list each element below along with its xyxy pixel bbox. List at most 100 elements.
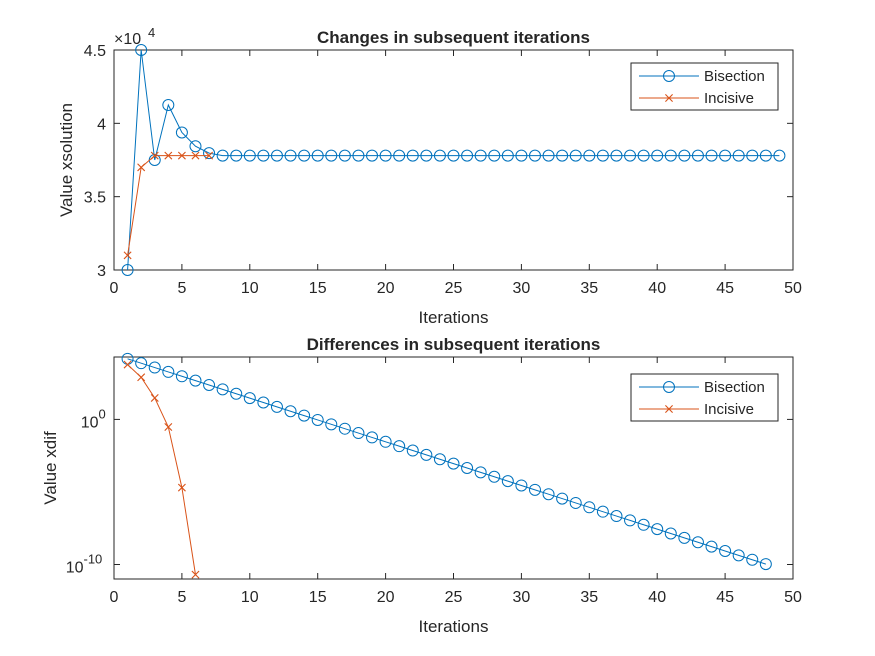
y-tick-label: 10 bbox=[81, 414, 99, 431]
data-point bbox=[501, 475, 514, 488]
data-point bbox=[596, 505, 609, 518]
series-incisive bbox=[123, 151, 214, 260]
series-line bbox=[127, 49, 780, 271]
data-point bbox=[311, 413, 324, 426]
data-point bbox=[243, 392, 256, 405]
data-point bbox=[177, 151, 186, 160]
data-point bbox=[123, 360, 132, 369]
data-point bbox=[488, 470, 501, 483]
data-point bbox=[123, 251, 132, 260]
data-point bbox=[515, 149, 528, 162]
data-point bbox=[175, 126, 188, 139]
data-point bbox=[379, 435, 392, 448]
data-point bbox=[257, 396, 270, 409]
data-point bbox=[257, 149, 270, 162]
data-point bbox=[243, 149, 256, 162]
data-point bbox=[637, 518, 650, 531]
data-point bbox=[352, 427, 365, 440]
data-point bbox=[447, 149, 460, 162]
x-tick-label: 45 bbox=[716, 589, 734, 606]
chart-title: Differences in subsequent iterations bbox=[307, 335, 601, 354]
data-point bbox=[705, 149, 718, 162]
data-point bbox=[420, 149, 433, 162]
data-point bbox=[338, 149, 351, 162]
x-tick-label: 40 bbox=[648, 280, 666, 297]
data-point bbox=[528, 483, 541, 496]
x-tick-label: 50 bbox=[784, 280, 802, 297]
data-point bbox=[150, 393, 159, 402]
x-tick-label: 10 bbox=[241, 280, 259, 297]
x-tick-label: 35 bbox=[580, 589, 598, 606]
chart-xdif: 0 5 10 15 20 25 30 35 40 45 5010-10100Differences … bbox=[41, 335, 802, 636]
data-point bbox=[556, 149, 569, 162]
x-tick-label: 0 bbox=[110, 280, 119, 297]
data-point bbox=[732, 549, 745, 562]
data-point bbox=[203, 379, 216, 392]
data-point bbox=[691, 149, 704, 162]
x-tick-label: 5 bbox=[177, 589, 186, 606]
data-point bbox=[420, 448, 433, 461]
data-point bbox=[164, 151, 173, 160]
data-point bbox=[191, 151, 200, 160]
y-tick-label: 4 bbox=[97, 116, 106, 133]
data-point bbox=[311, 149, 324, 162]
data-point bbox=[191, 570, 200, 579]
data-point bbox=[338, 422, 351, 435]
data-point bbox=[746, 149, 759, 162]
y-tick-exponent: 0 bbox=[99, 406, 106, 421]
y-tick-label: 10 bbox=[66, 559, 84, 576]
data-point bbox=[433, 453, 446, 466]
data-point bbox=[379, 149, 392, 162]
data-point bbox=[325, 418, 338, 431]
data-point bbox=[556, 492, 569, 505]
data-point bbox=[651, 523, 664, 536]
x-tick-label: 15 bbox=[309, 280, 327, 297]
data-point bbox=[664, 149, 677, 162]
data-point bbox=[773, 149, 786, 162]
data-point bbox=[270, 400, 283, 413]
data-point bbox=[596, 149, 609, 162]
x-tick-label: 25 bbox=[445, 280, 463, 297]
data-point bbox=[474, 466, 487, 479]
data-point bbox=[569, 496, 582, 509]
x-tick-label: 10 bbox=[241, 589, 259, 606]
x-tick-label: 30 bbox=[513, 589, 531, 606]
data-point bbox=[732, 149, 745, 162]
x-axis-label: Iterations bbox=[419, 308, 489, 327]
data-point bbox=[205, 151, 214, 160]
data-point bbox=[759, 149, 772, 162]
legend: Bisection Incisive bbox=[630, 62, 779, 111]
legend-box bbox=[630, 373, 779, 422]
data-point bbox=[461, 149, 474, 162]
x-tick-label: 50 bbox=[784, 589, 802, 606]
data-point bbox=[352, 149, 365, 162]
y-axis-label: Value xsolution bbox=[57, 103, 76, 217]
legend-marker bbox=[665, 94, 673, 102]
legend-label: Incisive bbox=[704, 401, 754, 418]
data-point bbox=[150, 151, 159, 160]
data-point bbox=[393, 440, 406, 453]
data-point bbox=[433, 149, 446, 162]
x-tick-label: 45 bbox=[716, 280, 734, 297]
data-point bbox=[164, 423, 173, 431]
data-point bbox=[203, 147, 216, 160]
data-point bbox=[501, 149, 514, 162]
data-point bbox=[135, 44, 148, 56]
chart-xsolution: 0 5 10 15 20 25 30 35 40 45 50 3 3.5 4 4.5 ×10 4 Changes … bbox=[57, 25, 802, 327]
series-incisive bbox=[123, 360, 200, 579]
data-point bbox=[284, 149, 297, 162]
y-tick-exponent: -10 bbox=[84, 551, 103, 566]
data-point bbox=[366, 149, 379, 162]
data-point bbox=[474, 149, 487, 162]
data-point bbox=[216, 383, 229, 396]
x-axis-label: Iterations bbox=[419, 617, 489, 636]
data-point bbox=[624, 514, 637, 527]
data-point bbox=[664, 527, 677, 540]
data-point bbox=[406, 149, 419, 162]
data-point bbox=[325, 149, 338, 162]
data-point bbox=[216, 149, 229, 162]
data-point bbox=[678, 149, 691, 162]
x-tick-label: 5 bbox=[177, 280, 186, 297]
data-point bbox=[719, 149, 732, 162]
data-point bbox=[610, 149, 623, 162]
